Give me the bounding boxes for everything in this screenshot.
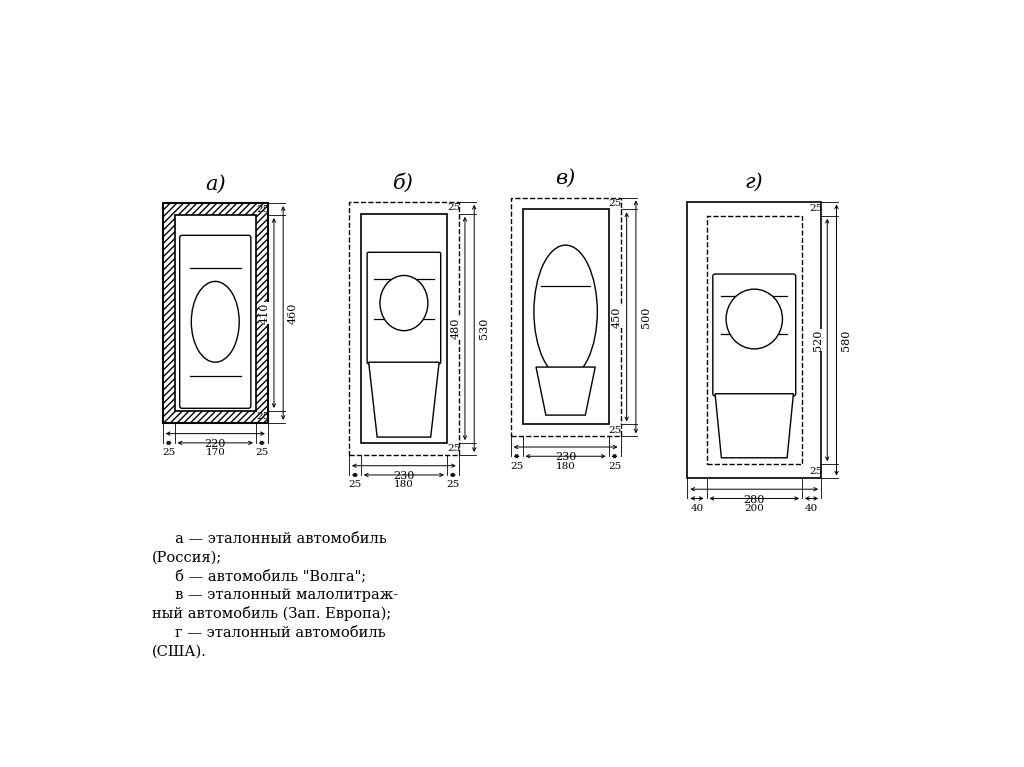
Text: 230: 230 bbox=[393, 471, 415, 481]
Text: 25: 25 bbox=[348, 480, 361, 489]
Bar bbox=[522, 209, 608, 424]
Bar bbox=[349, 202, 459, 455]
Bar bbox=[175, 216, 256, 411]
Text: 180: 180 bbox=[556, 462, 575, 471]
Text: 480: 480 bbox=[451, 318, 461, 339]
Text: 500: 500 bbox=[641, 306, 650, 328]
Text: 170: 170 bbox=[206, 448, 225, 457]
Text: 25: 25 bbox=[809, 467, 822, 476]
Text: 460: 460 bbox=[288, 302, 298, 324]
Polygon shape bbox=[536, 367, 595, 415]
Text: 25: 25 bbox=[447, 203, 461, 212]
Text: 230: 230 bbox=[555, 453, 577, 463]
Text: 280: 280 bbox=[743, 495, 765, 505]
Text: 200: 200 bbox=[744, 504, 764, 513]
Text: 25: 25 bbox=[609, 199, 622, 208]
Text: 25: 25 bbox=[256, 205, 269, 214]
FancyBboxPatch shape bbox=[713, 274, 796, 396]
Text: а — эталонный автомобиль
(Россия);
     б — автомобиль "Волга";
     в — эталонн: а — эталонный автомобиль (Россия); б — а… bbox=[153, 532, 398, 658]
Polygon shape bbox=[715, 393, 794, 458]
Text: 580: 580 bbox=[841, 329, 851, 351]
Text: 220: 220 bbox=[205, 439, 226, 449]
Ellipse shape bbox=[380, 275, 428, 331]
Text: 40: 40 bbox=[690, 504, 703, 513]
Text: 520: 520 bbox=[813, 329, 822, 351]
Text: 25: 25 bbox=[446, 480, 460, 489]
Text: 450: 450 bbox=[612, 306, 622, 328]
Bar bbox=[707, 216, 802, 464]
Text: 530: 530 bbox=[479, 318, 488, 339]
Text: 40: 40 bbox=[805, 504, 818, 513]
FancyBboxPatch shape bbox=[179, 235, 251, 408]
Text: 25: 25 bbox=[256, 413, 269, 421]
Bar bbox=[687, 202, 821, 479]
Bar bbox=[163, 203, 267, 423]
Text: 25: 25 bbox=[510, 462, 523, 471]
Polygon shape bbox=[369, 362, 439, 437]
Text: в): в) bbox=[555, 169, 575, 188]
Ellipse shape bbox=[191, 281, 240, 362]
Text: 25: 25 bbox=[609, 426, 622, 435]
Bar bbox=[511, 198, 621, 436]
Bar bbox=[360, 214, 446, 443]
Text: а): а) bbox=[205, 174, 225, 193]
Text: 25: 25 bbox=[162, 448, 175, 457]
Text: б): б) bbox=[393, 173, 415, 193]
Ellipse shape bbox=[534, 245, 597, 378]
Text: 25: 25 bbox=[447, 444, 461, 453]
FancyBboxPatch shape bbox=[368, 252, 440, 364]
Text: 25: 25 bbox=[809, 204, 822, 213]
Text: 25: 25 bbox=[255, 448, 268, 457]
Ellipse shape bbox=[726, 289, 782, 349]
Text: 410: 410 bbox=[259, 302, 269, 324]
Text: г): г) bbox=[744, 173, 764, 192]
Text: 25: 25 bbox=[608, 462, 622, 471]
Text: 180: 180 bbox=[394, 480, 414, 489]
